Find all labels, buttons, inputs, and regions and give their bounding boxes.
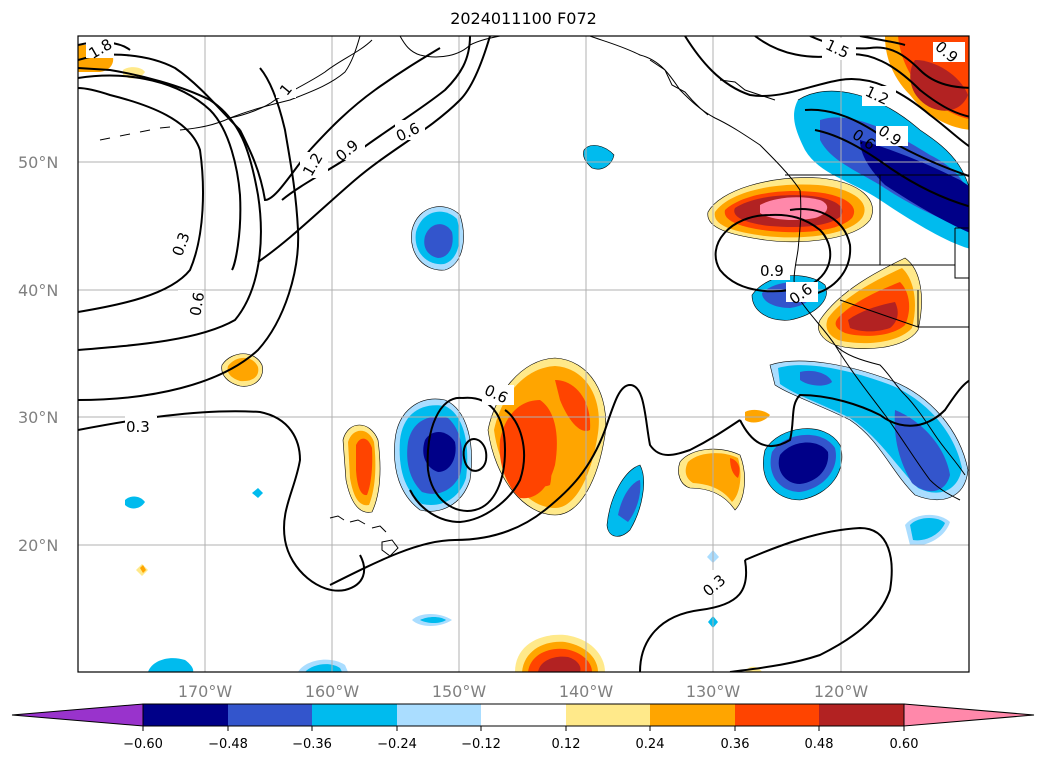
contour-label: 0.6: [186, 291, 208, 318]
colorbar-under-arrow: [11, 703, 144, 727]
colorbar-tick-label: 0.12: [552, 737, 581, 752]
colorbar-tick-label: −0.48: [208, 737, 248, 752]
colorbar-tick-label: 0.60: [890, 737, 919, 752]
lon-label: 160°W: [305, 682, 360, 701]
colorbar-bin: [481, 704, 566, 726]
colorbar-tick-label: −0.60: [123, 737, 163, 752]
colorbar-tick-label: −0.12: [461, 737, 501, 752]
lon-label: 150°W: [432, 682, 487, 701]
colorbar-tick-label: 0.24: [636, 737, 665, 752]
state-borders: [785, 174, 969, 328]
colorbar-bin: [143, 704, 228, 726]
contour-label: 0.9: [760, 262, 784, 280]
anomaly-blue-small-north: [583, 145, 614, 170]
colorbar-tick-label: −0.36: [292, 737, 332, 752]
colorbar-bin: [566, 704, 650, 726]
colorbar-tick-label: 0.36: [721, 737, 750, 752]
colorbar-bin: [228, 704, 312, 726]
lon-label: 130°W: [686, 682, 741, 701]
colorbar: −0.60 −0.48 −0.36 −0.24 −0.12 0.12 0.24 …: [11, 703, 1035, 752]
lon-label: 120°W: [814, 682, 869, 701]
colorbar-bin: [397, 704, 481, 726]
colorbar-tick-label: −0.24: [377, 737, 417, 752]
colorbar-bin: [650, 704, 735, 726]
lon-label: 140°W: [559, 682, 614, 701]
lat-label: 40°N: [18, 281, 58, 300]
lat-label: 30°N: [18, 408, 58, 427]
coastlines: [99, 36, 966, 557]
longitude-labels: 170°W 160°W 150°W 140°W 130°W 120°W: [178, 682, 869, 701]
colorbar-bin: [312, 704, 397, 726]
contour-label: 0.3: [126, 418, 150, 436]
latitude-labels: 50°N 40°N 30°N 20°N: [18, 153, 58, 555]
lon-label: 170°W: [178, 682, 233, 701]
colorbar-tick-label: 0.48: [805, 737, 834, 752]
colorbar-bin: [819, 704, 904, 726]
colorbar-over-arrow: [903, 703, 1035, 727]
map-frame: [77, 35, 970, 673]
lat-label: 50°N: [18, 153, 58, 172]
colorbar-bin: [735, 704, 819, 726]
lat-label: 20°N: [18, 536, 58, 555]
map-title: 2024011100 F072: [450, 9, 597, 28]
